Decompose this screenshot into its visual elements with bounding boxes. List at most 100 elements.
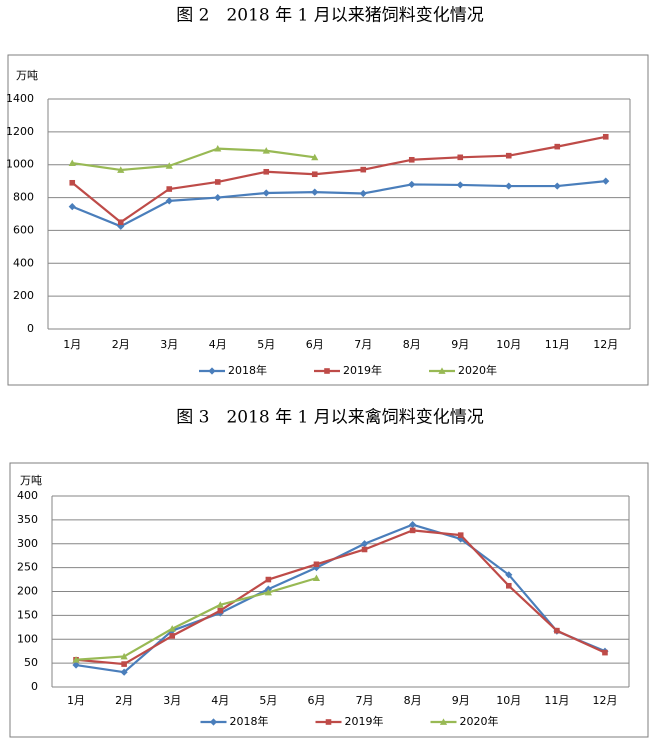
series-line <box>71 180 606 228</box>
series-line <box>75 577 317 661</box>
legend-marker <box>439 718 448 725</box>
legend-label: 2018年 <box>230 714 269 728</box>
x-tick-label: 1月 <box>67 694 85 707</box>
point <box>117 219 124 226</box>
point <box>72 661 80 669</box>
point <box>311 188 319 196</box>
point <box>262 189 270 197</box>
point <box>602 133 609 140</box>
point <box>554 143 561 150</box>
x-tick-label: 2月 <box>115 694 133 707</box>
point <box>602 649 608 656</box>
point <box>168 625 176 632</box>
x-tick-label: 3月 <box>163 694 181 707</box>
point <box>165 162 173 169</box>
point <box>120 652 128 660</box>
point <box>553 182 561 190</box>
point <box>311 171 318 178</box>
point <box>72 656 80 663</box>
point <box>169 633 176 639</box>
y-tick-label: 0 <box>27 322 34 335</box>
point <box>311 153 319 161</box>
legend-label: 2020年 <box>458 363 497 377</box>
point <box>456 181 464 189</box>
series-line <box>71 135 606 224</box>
x-tick-label: 7月 <box>356 694 374 707</box>
x-tick-label: 5月 <box>259 694 277 707</box>
point <box>457 532 464 538</box>
point <box>68 203 76 211</box>
x-tick-label: 10月 <box>496 338 521 351</box>
legend-label: 2018年 <box>228 363 267 377</box>
point <box>216 601 224 608</box>
y-tick-label: 0 <box>31 680 38 693</box>
point <box>505 152 512 159</box>
point <box>121 661 127 667</box>
y-tick-label: 100 <box>17 632 38 645</box>
y-tick-label: 350 <box>17 513 38 526</box>
point <box>117 166 125 173</box>
point <box>457 154 464 161</box>
point <box>262 147 270 154</box>
series-line <box>75 529 606 666</box>
point <box>361 546 368 553</box>
point <box>505 182 513 190</box>
x-tick-label: 1月 <box>63 338 81 351</box>
chart-frame <box>9 462 649 738</box>
point <box>263 168 270 175</box>
x-tick-label: 9月 <box>452 694 470 707</box>
legend-label: 2019年 <box>343 363 382 377</box>
x-tick-label: 11月 <box>544 694 569 707</box>
point <box>554 627 560 634</box>
x-tick-label: 2月 <box>112 338 130 351</box>
y-tick-label: 200 <box>17 585 38 598</box>
point <box>408 180 416 189</box>
point <box>264 588 272 596</box>
x-tick-label: 8月 <box>403 338 421 351</box>
x-tick-label: 7月 <box>354 338 372 351</box>
y-tick-label: 600 <box>13 223 34 236</box>
x-tick-label: 5月 <box>257 338 275 351</box>
point <box>217 607 224 614</box>
point <box>68 159 76 166</box>
chart-title: 图 3 2018 年 1 月以来禽饲料变化情况 <box>176 408 484 428</box>
legend-marker <box>438 367 446 374</box>
y-axis-label: 万吨 <box>16 69 38 82</box>
x-tick-label: 10月 <box>496 694 521 707</box>
point <box>214 193 222 202</box>
point <box>214 145 222 152</box>
y-tick-label: 300 <box>17 537 38 550</box>
point <box>409 527 416 534</box>
point <box>360 540 369 548</box>
x-tick-label: 8月 <box>404 694 422 707</box>
legend-marker <box>325 719 332 725</box>
point <box>165 197 173 205</box>
legend-label: 2020年 <box>460 714 499 728</box>
legend-marker <box>208 367 216 375</box>
point <box>360 166 367 173</box>
point <box>359 189 367 198</box>
legend-marker <box>324 368 330 374</box>
series-line <box>72 147 315 172</box>
chart-title: 图 2 2018 年 1 月以来猪饲料变化情况 <box>176 6 484 26</box>
y-tick-label: 150 <box>17 608 38 621</box>
y-tick-label: 400 <box>13 256 34 269</box>
y-tick-label: 800 <box>13 191 34 204</box>
y-tick-label: 200 <box>13 289 34 302</box>
y-tick-label: 1000 <box>6 158 34 171</box>
y-tick-label: 50 <box>24 656 38 669</box>
y-tick-label: 1200 <box>6 125 34 138</box>
point <box>214 179 221 185</box>
y-axis-label: 万吨 <box>20 474 42 487</box>
point <box>265 576 272 583</box>
point <box>602 177 610 185</box>
point <box>408 156 415 163</box>
y-tick-label: 400 <box>17 489 38 502</box>
x-tick-label: 12月 <box>593 338 618 351</box>
point <box>166 186 173 192</box>
series-line <box>75 523 606 674</box>
point <box>505 582 512 589</box>
legend-label: 2019年 <box>345 714 384 728</box>
